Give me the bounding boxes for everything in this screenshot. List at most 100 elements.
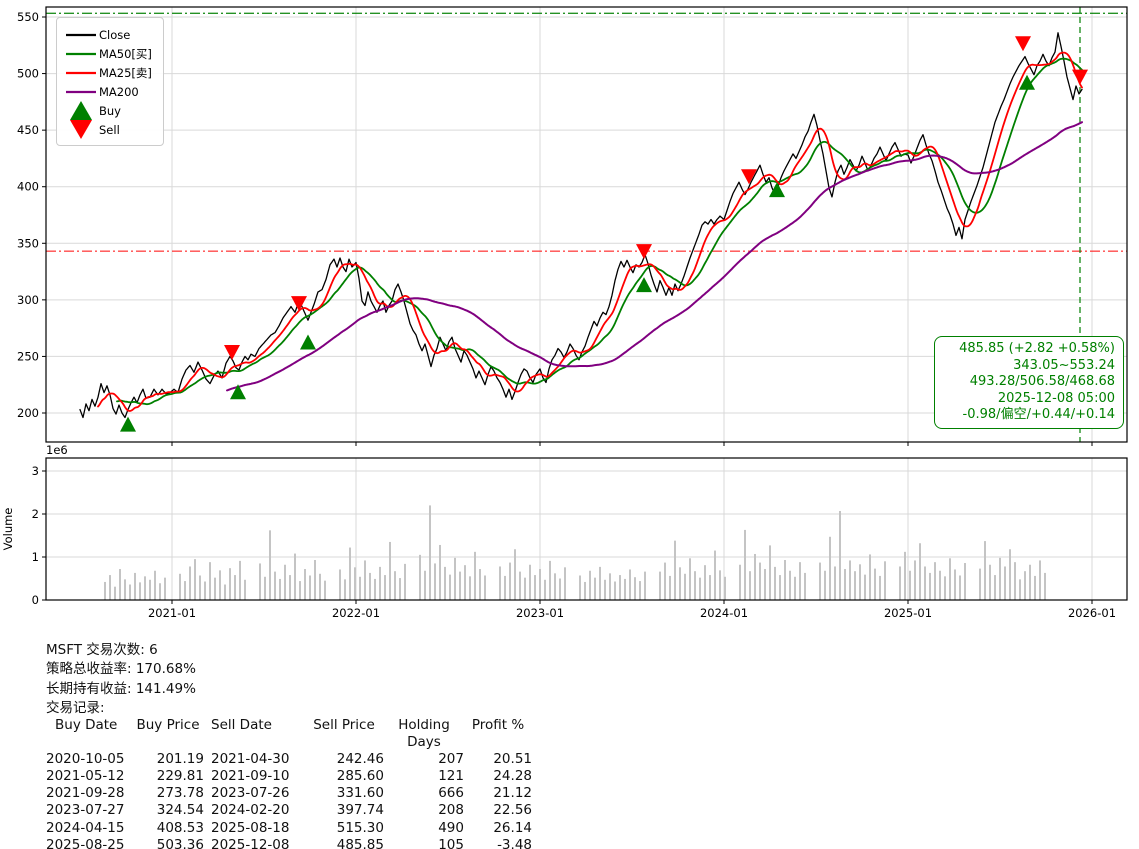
volume-bar: [344, 579, 346, 600]
volume-bar: [239, 560, 241, 600]
volume-bar: [784, 560, 786, 600]
volume-bar: [719, 570, 721, 600]
summary-trade-count: MSFT 交易次数: 6: [46, 642, 158, 658]
sell-marker: [1072, 69, 1088, 85]
price-ytick-label: 200: [17, 406, 39, 420]
volume-bar: [164, 577, 166, 600]
volume-bar: [459, 571, 461, 600]
volume-bar: [689, 558, 691, 600]
volume-bar: [269, 530, 271, 600]
volume-bar: [829, 536, 831, 600]
sell-marker: [741, 169, 757, 185]
volume-bar: [349, 547, 351, 600]
volume-bar: [324, 580, 326, 600]
volume-bar: [899, 566, 901, 600]
volume-bar: [319, 573, 321, 600]
trade-cell: -3.48: [497, 836, 532, 849]
volume-bar: [844, 569, 846, 600]
price-panel-border: [45, 6, 1128, 443]
x-tick-label: 2023-01: [516, 606, 564, 620]
sell-marker: [291, 296, 307, 312]
volume-panel-border: [45, 457, 1128, 601]
volume-bar: [979, 568, 981, 600]
volume-bar: [449, 574, 451, 600]
legend-label: Buy: [99, 103, 121, 118]
volume-bar: [754, 553, 756, 600]
volume-bar: [1044, 572, 1046, 600]
legend-item-close: Close: [63, 25, 157, 44]
volume-bar: [379, 566, 381, 600]
volume-bar: [364, 560, 366, 600]
volume-ytick-label: 1: [32, 550, 39, 564]
volume-ytick-label: 3: [32, 464, 39, 478]
legend-item-ma25: MA25[卖]: [63, 63, 157, 82]
legend-item-buy: Buy: [63, 101, 157, 120]
volume-bar: [869, 554, 871, 600]
trade-cell: 2023-07-26: [211, 785, 290, 802]
volume-bar: [1004, 566, 1006, 600]
volume-bar: [724, 576, 726, 600]
volume-bar: [304, 569, 306, 600]
info-box-line-1: 343.05~553.24: [1013, 357, 1115, 373]
info-box-line-2: 493.28/506.58/468.68: [969, 374, 1115, 390]
trade-cell: 666: [438, 785, 464, 802]
trades-table: Buy Date Buy Price Sell Date Sell Price Hold…: [46, 717, 532, 849]
volume-bar: [189, 566, 191, 600]
volume-bar: [939, 570, 941, 600]
info-box-line-4: -0.98/偏空/+0.44/+0.14: [962, 407, 1115, 423]
volume-bar: [444, 566, 446, 600]
volume-bar: [294, 553, 296, 600]
trade-cell: 408.53: [156, 819, 204, 836]
volume-bar: [534, 575, 536, 600]
volume-bar: [464, 565, 466, 600]
volume-bar: [309, 575, 311, 600]
volume-bar: [194, 559, 196, 600]
volume-bar: [314, 560, 316, 600]
volume-bar: [374, 578, 376, 600]
volume-bar: [359, 576, 361, 600]
volume-bar: [934, 562, 936, 600]
volume-bar: [859, 564, 861, 600]
volume-bar: [659, 571, 661, 600]
volume-bar: [229, 568, 231, 600]
trades-header-cell: Buy Date: [55, 717, 118, 733]
volume-bar: [1034, 575, 1036, 600]
x-tick-label: 2026-01: [1068, 606, 1116, 620]
volume-bar: [384, 575, 386, 600]
price-ytick-label: 400: [17, 180, 39, 194]
buy-marker: [1019, 74, 1035, 90]
trades-header-cell: Sell Date: [211, 717, 272, 733]
volume-bar: [709, 575, 711, 600]
volume-bar: [884, 561, 886, 600]
legend-label: Sell: [99, 122, 120, 137]
volume-bar: [104, 581, 106, 600]
trade-cell: 242.46: [336, 751, 384, 768]
volume-bar: [1029, 564, 1031, 600]
volume-bar: [609, 573, 611, 600]
price-volume-chart: 200 250 300 350 400 450 500 550 0 1 2 3 2021-01 2022-…: [17, 6, 1128, 620]
volume-bar: [119, 569, 121, 600]
volume-bar: [469, 576, 471, 600]
volume-bar: [419, 554, 421, 600]
volume-bar: [799, 562, 801, 600]
volume-bar: [129, 584, 131, 600]
price-ytick-label: 500: [17, 67, 39, 81]
summary-strategy-return: 策略总收益率: 170.68%: [46, 661, 196, 678]
price-ytick-label: 300: [17, 293, 39, 307]
volume-bar: [1019, 579, 1021, 600]
trade-cell: 2021-09-28: [46, 785, 125, 802]
volume-bar: [434, 563, 436, 600]
trade-row: 2021-09-28 273.78 2023-07-26 331.60 666 21.12: [46, 785, 532, 802]
volume-bar: [544, 579, 546, 600]
volume-bar: [834, 566, 836, 600]
volume-bar: [244, 579, 246, 600]
legend-line-swatch: [63, 68, 99, 78]
trades-header-cell: Holding Days: [398, 717, 450, 751]
sell-marker: [636, 244, 652, 260]
volume-ytick-label: 0: [32, 593, 39, 607]
volume-bar: [284, 564, 286, 600]
volume-bar: [564, 567, 566, 600]
buy-marker: [300, 334, 316, 350]
volume-bar: [354, 567, 356, 600]
summary-hold-return: 长期持有收益: 141.49%: [46, 680, 196, 697]
